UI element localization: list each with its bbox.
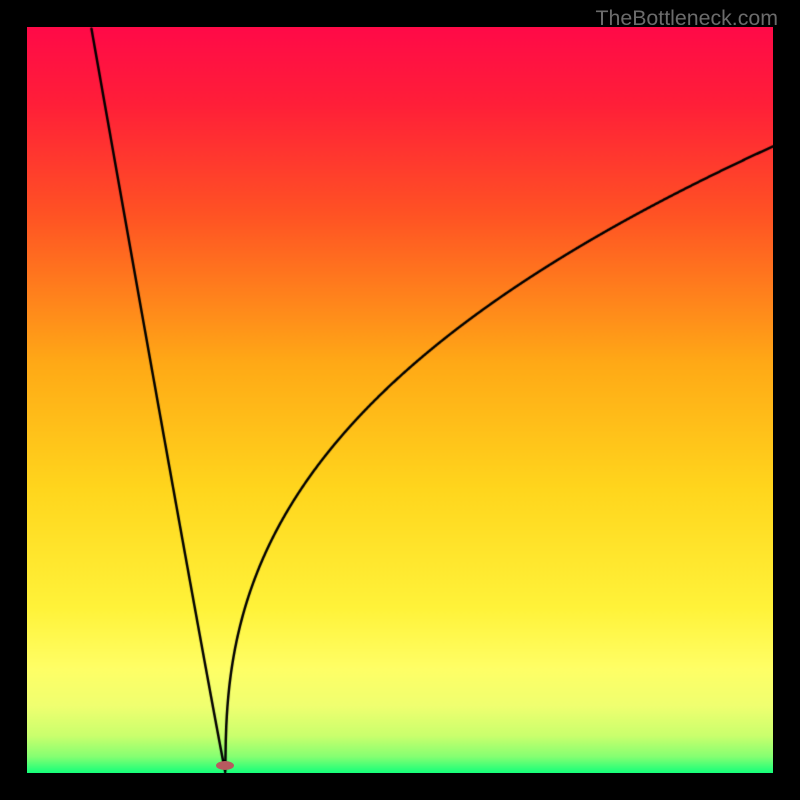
bottleneck-curve (27, 27, 773, 773)
plot-area (27, 27, 773, 773)
watermark-text: TheBottleneck.com (595, 6, 778, 31)
chart-root: TheBottleneck.com (0, 0, 800, 800)
